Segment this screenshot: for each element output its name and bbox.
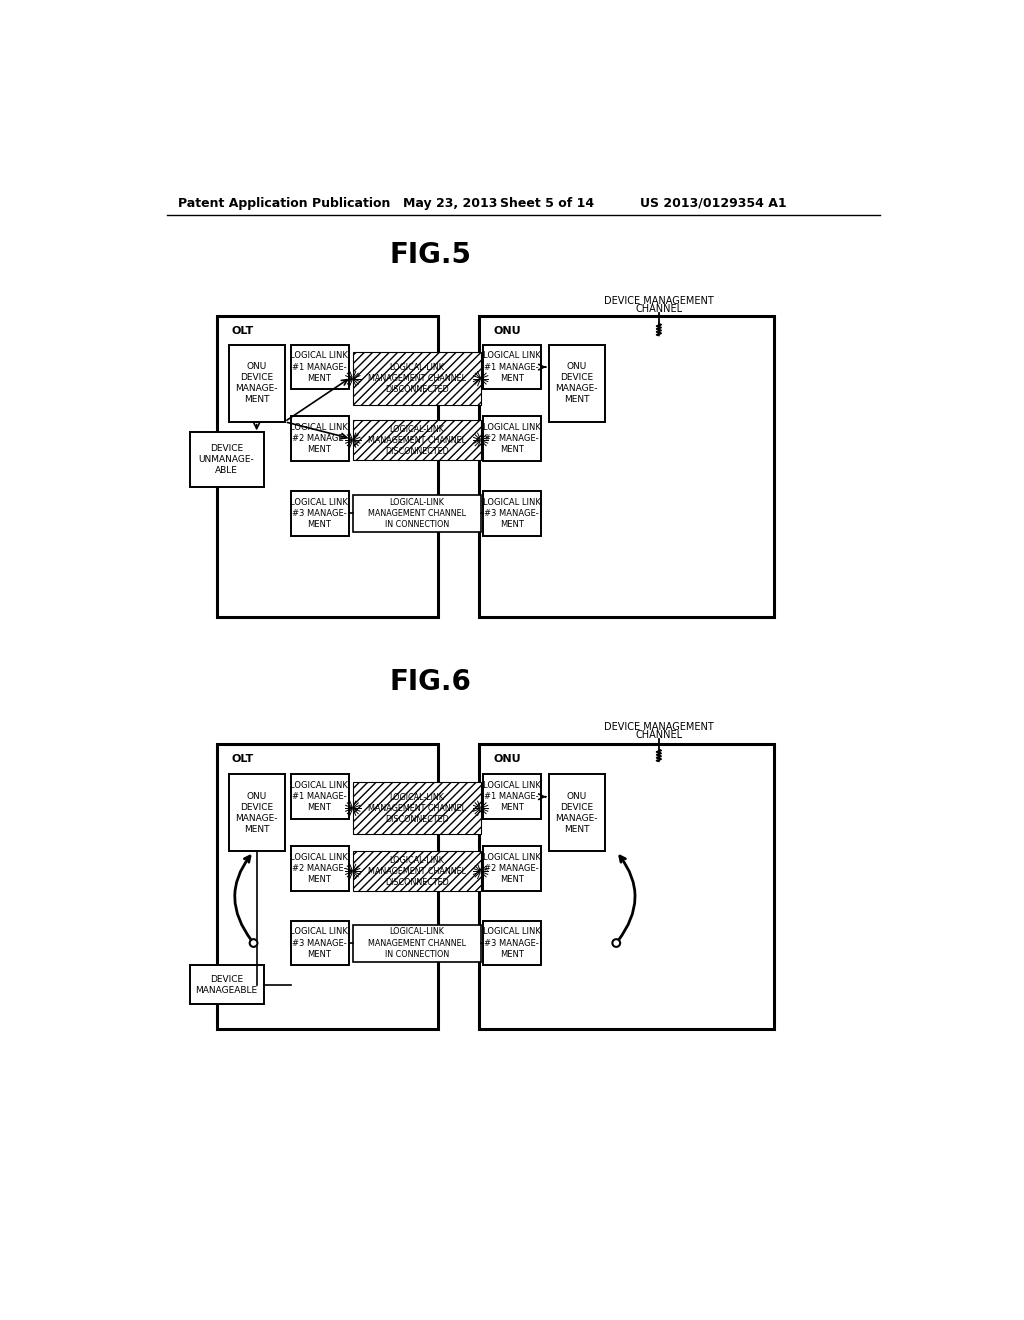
- Text: DEVICE
UNMANAGE-
ABLE: DEVICE UNMANAGE- ABLE: [199, 444, 254, 475]
- Text: LOGICAL LINK
#3 MANAGE-
MENT: LOGICAL LINK #3 MANAGE- MENT: [482, 928, 541, 958]
- Bar: [190, 965, 263, 1003]
- Text: LOGICAL LINK
#2 MANAGE-
MENT: LOGICAL LINK #2 MANAGE- MENT: [291, 853, 348, 884]
- Text: LOGICAL LINK
#1 MANAGE-
MENT: LOGICAL LINK #1 MANAGE- MENT: [291, 781, 348, 812]
- Bar: [291, 775, 349, 818]
- Text: LOGICAL LINK
#1 MANAGE-
MENT: LOGICAL LINK #1 MANAGE- MENT: [482, 351, 541, 383]
- Text: LOGICAL-LINK
MANAGEMENT CHANNEL
DISCONNECTED: LOGICAL-LINK MANAGEMENT CHANNEL DISCONNE…: [368, 363, 466, 395]
- Bar: [352, 781, 480, 834]
- Text: LOGICAL-LINK
MANAGEMENT CHANNEL
DISCONNECTED: LOGICAL-LINK MANAGEMENT CHANNEL DISCONNE…: [368, 425, 466, 455]
- Bar: [549, 775, 604, 851]
- Text: FIG.6: FIG.6: [389, 668, 471, 696]
- Text: DEVICE
MANAGEABLE: DEVICE MANAGEABLE: [196, 974, 257, 995]
- Text: LOGICAL LINK
#3 MANAGE-
MENT: LOGICAL LINK #3 MANAGE- MENT: [291, 498, 348, 529]
- Bar: [217, 743, 438, 1028]
- Text: LOGICAL LINK
#2 MANAGE-
MENT: LOGICAL LINK #2 MANAGE- MENT: [482, 853, 541, 884]
- Text: DEVICE MANAGEMENT: DEVICE MANAGEMENT: [604, 722, 714, 731]
- Text: LOGICAL LINK
#1 MANAGE-
MENT: LOGICAL LINK #1 MANAGE- MENT: [482, 781, 541, 812]
- Circle shape: [250, 940, 257, 946]
- Bar: [483, 345, 541, 389]
- Text: LOGICAL-LINK
MANAGEMENT CHANNEL
IN CONNECTION: LOGICAL-LINK MANAGEMENT CHANNEL IN CONNE…: [368, 498, 466, 529]
- Bar: [228, 775, 285, 851]
- Text: Sheet 5 of 14: Sheet 5 of 14: [500, 197, 594, 210]
- Circle shape: [612, 940, 621, 946]
- Bar: [217, 317, 438, 616]
- Text: ONU
DEVICE
MANAGE-
MENT: ONU DEVICE MANAGE- MENT: [236, 792, 278, 834]
- Bar: [352, 851, 480, 891]
- Text: ONU
DEVICE
MANAGE-
MENT: ONU DEVICE MANAGE- MENT: [555, 792, 598, 834]
- Text: LOGICAL LINK
#2 MANAGE-
MENT: LOGICAL LINK #2 MANAGE- MENT: [291, 424, 348, 454]
- Bar: [483, 921, 541, 965]
- Text: CHANNEL: CHANNEL: [635, 305, 682, 314]
- Bar: [291, 846, 349, 891]
- Bar: [291, 491, 349, 536]
- Bar: [483, 775, 541, 818]
- Bar: [483, 416, 541, 461]
- Text: LOGICAL-LINK
MANAGEMENT CHANNEL
DISCONNECTED: LOGICAL-LINK MANAGEMENT CHANNEL DISCONNE…: [368, 855, 466, 887]
- Bar: [352, 420, 480, 461]
- Bar: [352, 495, 480, 532]
- Text: LOGICAL-LINK
MANAGEMENT CHANNEL
DISCONNECTED: LOGICAL-LINK MANAGEMENT CHANNEL DISCONNE…: [368, 793, 466, 824]
- Bar: [549, 345, 604, 422]
- Text: CHANNEL: CHANNEL: [635, 730, 682, 741]
- Text: ONU
DEVICE
MANAGE-
MENT: ONU DEVICE MANAGE- MENT: [555, 362, 598, 404]
- Text: Patent Application Publication: Patent Application Publication: [178, 197, 391, 210]
- Text: ONU: ONU: [493, 754, 520, 763]
- Bar: [291, 416, 349, 461]
- Text: OLT: OLT: [231, 326, 253, 337]
- Bar: [190, 432, 263, 487]
- Text: DEVICE MANAGEMENT: DEVICE MANAGEMENT: [604, 296, 714, 306]
- Text: LOGICAL-LINK
MANAGEMENT CHANNEL
IN CONNECTION: LOGICAL-LINK MANAGEMENT CHANNEL IN CONNE…: [368, 928, 466, 958]
- Text: US 2013/0129354 A1: US 2013/0129354 A1: [640, 197, 786, 210]
- Text: ONU
DEVICE
MANAGE-
MENT: ONU DEVICE MANAGE- MENT: [236, 362, 278, 404]
- Bar: [352, 924, 480, 961]
- Bar: [483, 491, 541, 536]
- Bar: [352, 352, 480, 405]
- Text: LOGICAL LINK
#3 MANAGE-
MENT: LOGICAL LINK #3 MANAGE- MENT: [482, 498, 541, 529]
- Text: LOGICAL LINK
#1 MANAGE-
MENT: LOGICAL LINK #1 MANAGE- MENT: [291, 351, 348, 383]
- Text: LOGICAL LINK
#2 MANAGE-
MENT: LOGICAL LINK #2 MANAGE- MENT: [482, 424, 541, 454]
- Bar: [483, 846, 541, 891]
- Text: ONU: ONU: [493, 326, 520, 337]
- Bar: [228, 345, 285, 422]
- Text: OLT: OLT: [231, 754, 253, 763]
- Text: May 23, 2013: May 23, 2013: [403, 197, 498, 210]
- Bar: [479, 743, 773, 1028]
- Bar: [291, 921, 349, 965]
- Text: LOGICAL LINK
#3 MANAGE-
MENT: LOGICAL LINK #3 MANAGE- MENT: [291, 928, 348, 958]
- Bar: [479, 317, 773, 616]
- Text: FIG.5: FIG.5: [389, 240, 471, 269]
- Bar: [291, 345, 349, 389]
